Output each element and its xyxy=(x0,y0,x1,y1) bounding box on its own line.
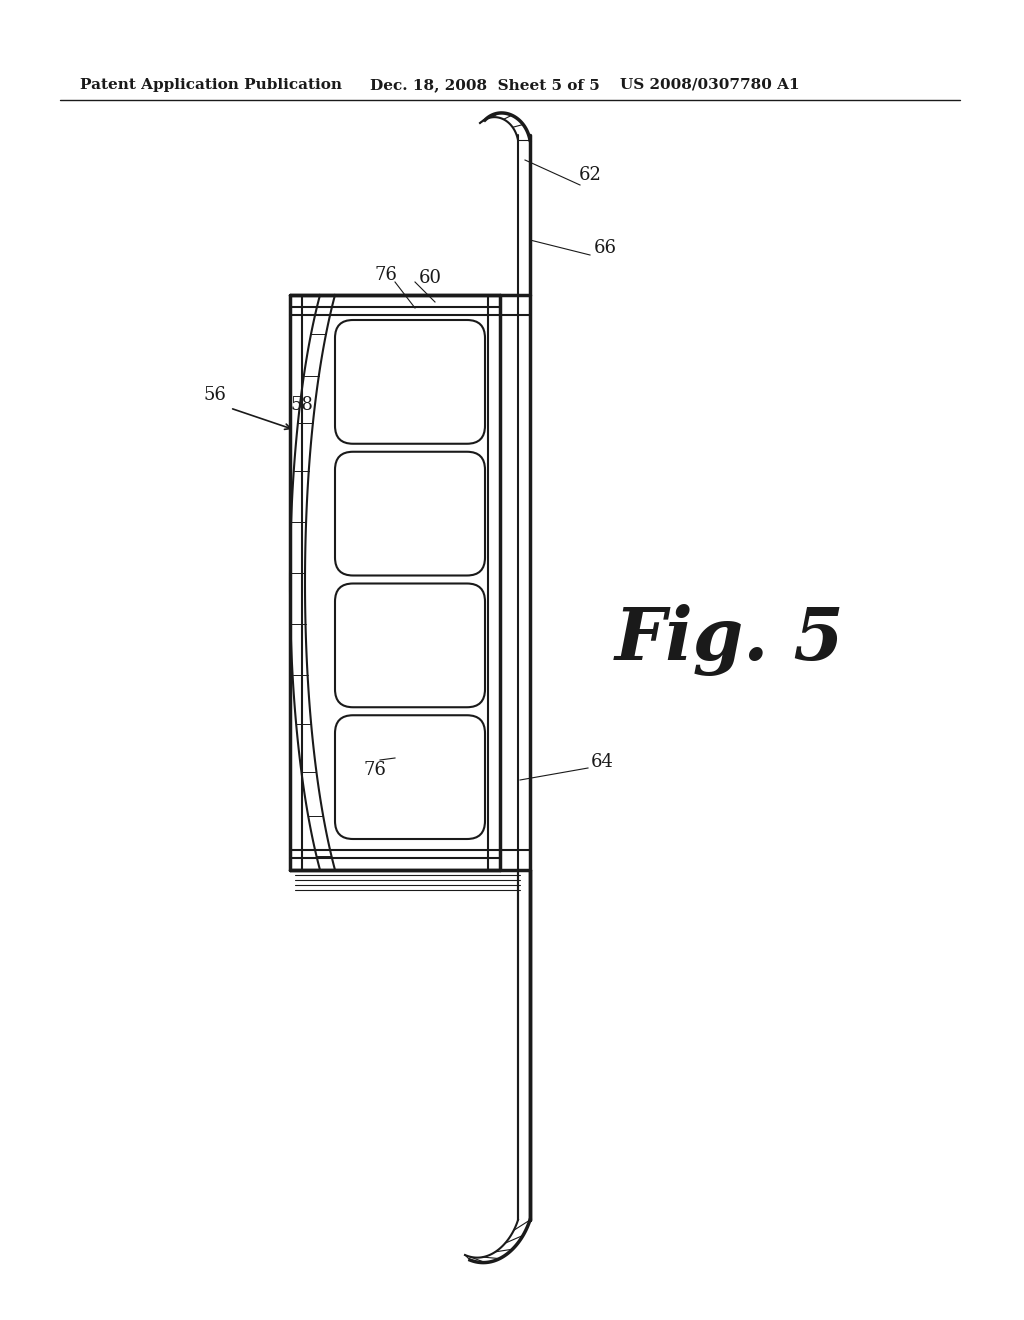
Text: 76: 76 xyxy=(364,762,386,779)
Text: Fig. 5: Fig. 5 xyxy=(615,605,845,676)
Text: 62: 62 xyxy=(579,166,601,183)
Text: 58: 58 xyxy=(291,396,313,414)
Text: 66: 66 xyxy=(594,239,616,257)
Text: Dec. 18, 2008  Sheet 5 of 5: Dec. 18, 2008 Sheet 5 of 5 xyxy=(370,78,600,92)
Text: 76: 76 xyxy=(375,267,397,284)
Text: US 2008/0307780 A1: US 2008/0307780 A1 xyxy=(620,78,800,92)
Text: Patent Application Publication: Patent Application Publication xyxy=(80,78,342,92)
Text: 64: 64 xyxy=(591,752,613,771)
Text: 60: 60 xyxy=(419,269,441,286)
Text: 56: 56 xyxy=(204,385,226,404)
